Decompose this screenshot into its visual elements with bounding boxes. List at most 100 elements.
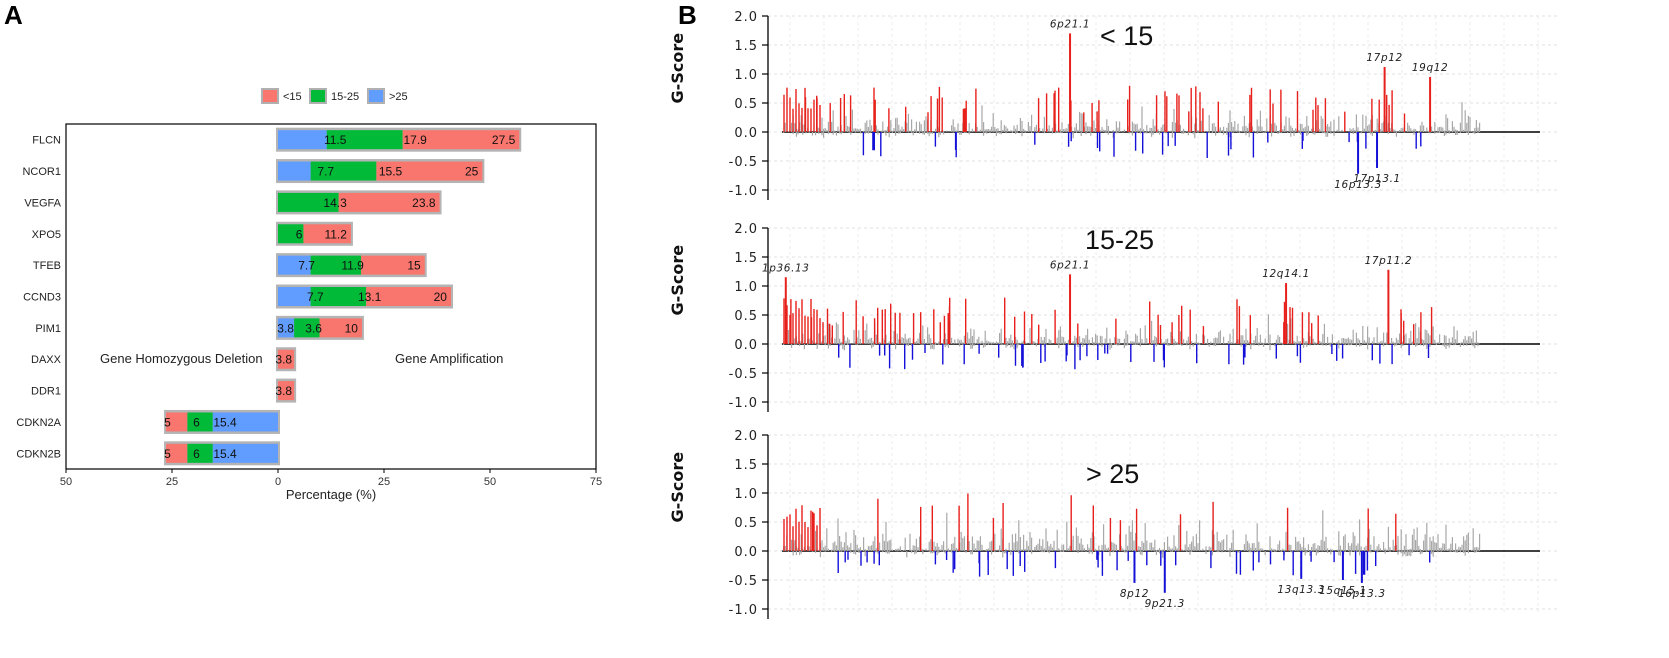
- legend-label: <15: [283, 91, 302, 103]
- bar-segment-1525: [310, 161, 377, 181]
- bar-value-label: 7.7: [317, 165, 334, 179]
- legend-swatch: [261, 88, 279, 104]
- gene-label: XPO5: [32, 229, 61, 241]
- panel-b-gscore-plots: 2.0 1.5 1.0 0.5 0.0 -0.5 -1.0 G-Score 6p21.1 17p1…: [668, 10, 1560, 619]
- bar-value-label: 6: [193, 447, 200, 461]
- peak-label: 9p21.3: [1145, 598, 1185, 610]
- bar-value-label: 3.6: [305, 321, 322, 335]
- y-tick-label: -0.5: [729, 574, 758, 589]
- gene-label: CCND3: [23, 292, 61, 304]
- y-tick-label: 1.0: [734, 280, 758, 295]
- peak-label: 19q12: [1412, 62, 1448, 74]
- gscore-panel-title: > 25: [1086, 459, 1139, 489]
- bar-segment-15: [278, 349, 295, 369]
- x-tick-label: 25: [166, 476, 178, 488]
- y-tick-label: 1.5: [734, 458, 758, 473]
- y-tick-label: 1.0: [734, 68, 758, 83]
- gscore-plot-1: 2.0 1.5 1.0 0.5 0.0 -0.5 -1.0 G-Score 6p21.1 17p1…: [668, 10, 1560, 200]
- bar-segment-25: [212, 412, 278, 432]
- bar-value-label: 23.8: [412, 196, 436, 210]
- gene-label: FLCN: [32, 135, 61, 147]
- peak-label: 8p12: [1120, 588, 1149, 600]
- peak-label: 17p12: [1366, 52, 1402, 64]
- bar-value-label: 27.5: [492, 133, 516, 147]
- legend-swatch: [367, 88, 385, 104]
- bar-segment-15: [166, 412, 188, 432]
- bar-segment-15: [402, 130, 520, 150]
- y-tick-label: 1.5: [734, 39, 758, 54]
- bar-segment-15: [366, 287, 451, 306]
- bar-value-label: 7.7: [298, 259, 315, 273]
- y-tick-label: 1.5: [734, 251, 758, 266]
- bar-segment-25: [278, 130, 327, 150]
- bar-value-label: 14.3: [323, 196, 347, 210]
- bar-value-label: 10: [345, 321, 359, 335]
- bar-segment-15: [278, 381, 295, 401]
- gene-label: CDKN2B: [16, 448, 61, 460]
- bar-segment-1525: [278, 224, 304, 244]
- gscore-panel-title: < 15: [1100, 21, 1153, 51]
- neutral-signal: [781, 314, 1481, 351]
- y-tick-label: 1.0: [734, 487, 758, 502]
- peak-label: 6p21.1: [1050, 18, 1090, 30]
- peak-label: 16p13.3: [1334, 179, 1382, 191]
- amplification-spikes: [783, 297, 1433, 344]
- bar-value-label: 15.4: [213, 447, 237, 461]
- bar-segment-25: [278, 255, 311, 275]
- x-tick-label: 50: [484, 476, 496, 488]
- bar-value-label: 3.8: [275, 384, 292, 398]
- bar-value-label: 20: [434, 290, 448, 304]
- bar-value-label: 17.9: [403, 133, 427, 147]
- panel-letter-b: B: [678, 0, 697, 30]
- gene-label: PIM1: [35, 323, 61, 335]
- bar-value-label: 11.2: [324, 227, 347, 241]
- bar-value-label: 3.8: [275, 353, 292, 367]
- y-axis-title: G-Score: [668, 452, 687, 523]
- legend-label: >25: [389, 91, 408, 103]
- gene-label: NCOR1: [22, 166, 61, 178]
- bar-segment-15: [319, 318, 362, 338]
- y-tick-label: -1.0: [729, 184, 758, 199]
- bar-value-label: 6: [193, 415, 200, 429]
- bar-value-label: 11.5: [324, 133, 347, 147]
- x-tick-label: 50: [60, 476, 72, 488]
- peak-label: 16p13.3: [1338, 588, 1386, 600]
- y-tick-label: 0.5: [734, 516, 758, 531]
- panel-a-bar-chart: <15 15-25 >25 FLCN 11.5 17.9 27.5 NCOR1 7.7 15.5 2…: [16, 88, 602, 502]
- bar-value-label: 5: [164, 415, 171, 429]
- bar-segment-15: [376, 161, 483, 181]
- panel-letter-a: A: [4, 0, 23, 30]
- bar-value-label: 15.4: [213, 415, 237, 429]
- gscore-plot-2: 2.0 1.5 1.0 0.5 0.0 -0.5 -1.0 G-Score 1p36.13 6p2…: [668, 222, 1560, 412]
- legend-swatch: [309, 88, 327, 104]
- bar-value-label: 13.1: [358, 290, 382, 304]
- amplification-spikes: [783, 493, 1397, 551]
- peak-label: 6p21.1: [1050, 259, 1090, 271]
- gscore-panel-title: 15-25: [1085, 225, 1154, 255]
- y-tick-label: 0.0: [734, 126, 758, 141]
- y-tick-label: -0.5: [729, 367, 758, 382]
- bar-segment-15: [303, 224, 351, 244]
- bar-segment-15: [361, 255, 425, 275]
- gene-label: TFEB: [33, 260, 61, 272]
- bar-segment-25: [278, 287, 311, 306]
- bar-value-label: 15.5: [379, 165, 403, 179]
- region-label-deletion: Gene Homozygous Deletion: [100, 351, 263, 366]
- y-tick-label: -1.0: [729, 603, 758, 618]
- y-tick-label: 2.0: [734, 429, 758, 444]
- y-tick-label: 0.0: [734, 545, 758, 560]
- y-tick-label: -0.5: [729, 155, 758, 170]
- neutral-signal: [781, 102, 1481, 139]
- bar-segment-1525: [278, 192, 339, 212]
- gene-label: VEGFA: [24, 197, 61, 209]
- peak-label: 15q15.1: [1319, 585, 1367, 597]
- bar-value-label: 15: [407, 259, 421, 273]
- deletion-spikes: [837, 551, 1431, 577]
- peak-label: 1p36.13: [762, 262, 810, 274]
- region-label-amplification: Gene Amplification: [395, 351, 503, 366]
- bar-segment-1525: [326, 130, 403, 150]
- y-tick-label: 2.0: [734, 10, 758, 25]
- bar-segment-1525: [187, 443, 213, 463]
- y-tick-label: 0.0: [734, 338, 758, 353]
